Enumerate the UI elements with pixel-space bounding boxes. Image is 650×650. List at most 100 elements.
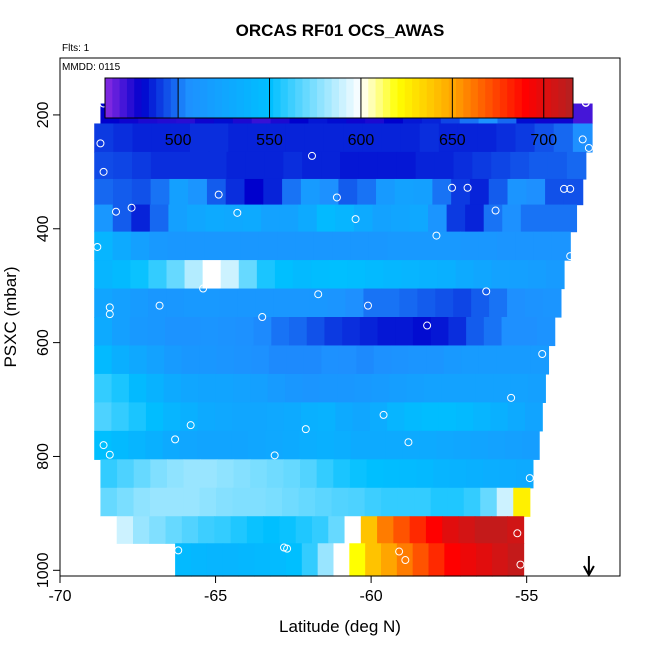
- colorbar-swatch: [426, 78, 435, 118]
- sample-point: [584, 143, 593, 152]
- heatmap-cell: [371, 373, 390, 403]
- heatmap-cell: [265, 430, 284, 460]
- heatmap-cell: [188, 178, 208, 206]
- heatmap-cell: [111, 317, 131, 347]
- heatmap-cell: [149, 516, 167, 544]
- heatmap-cell: [94, 260, 113, 290]
- heatmap-cell: [433, 459, 451, 489]
- heatmap-cell: [298, 204, 318, 233]
- colorbar-swatch: [456, 78, 464, 118]
- heatmap-cell: [404, 402, 423, 432]
- heatmap-cell: [198, 373, 217, 403]
- heatmap-cell: [254, 543, 271, 577]
- heatmap-cell: [205, 204, 225, 233]
- heatmap-cell: [510, 151, 530, 180]
- heatmap-cell: [507, 178, 527, 206]
- heatmap-cell: [128, 402, 147, 432]
- sample-point: [507, 393, 516, 402]
- colorbar-swatch: [170, 78, 179, 118]
- heatmap-cell: [170, 123, 191, 153]
- colorbar-frame: [104, 77, 574, 119]
- heatmap-cell: [345, 288, 365, 318]
- sample-point: [578, 135, 587, 144]
- heatmap-cell: [299, 430, 318, 460]
- heatmap-cell: [216, 459, 235, 489]
- heatmap-cell: [319, 373, 338, 403]
- heatmap-cell: [311, 260, 330, 290]
- sample-point: [199, 284, 208, 293]
- colorbar-swatch: [360, 78, 369, 118]
- sample-point: [214, 190, 223, 199]
- heatmap-cell: [357, 178, 377, 206]
- heatmap-cell: [399, 459, 418, 489]
- colorbar-swatch: [441, 78, 450, 118]
- sample-point: [186, 421, 195, 430]
- heatmap-cell: [163, 402, 181, 432]
- heatmap-cell: [263, 178, 283, 206]
- heatmap-cell: [249, 402, 268, 432]
- colorbar-swatch: [536, 78, 545, 118]
- heatmap-cell: [169, 151, 190, 180]
- heatmap-cell: [478, 231, 498, 261]
- heatmap-cell: [491, 151, 511, 180]
- heatmap-cell: [533, 231, 553, 261]
- heatmap-cell: [313, 231, 333, 261]
- heatmap-cell: [271, 317, 290, 347]
- heatmap-cell: [449, 459, 467, 489]
- heatmap-cell: [417, 288, 436, 318]
- heatmap-cell: [473, 260, 493, 290]
- heatmap-cell: [453, 430, 472, 460]
- heatmap-cell: [444, 543, 461, 577]
- colorbar-swatch: [105, 78, 113, 118]
- heatmap-cell: [202, 260, 222, 290]
- heatmap-cell: [148, 260, 168, 290]
- heatmap-cell: [397, 487, 415, 517]
- heatmap-cell: [132, 151, 152, 180]
- heatmap-cell: [250, 459, 268, 489]
- colorbar-swatch: [404, 78, 413, 118]
- heatmap-cell: [113, 123, 134, 153]
- heatmap-cell: [306, 317, 326, 347]
- heatmap-cell: [282, 487, 300, 517]
- heatmap-cell: [496, 487, 514, 517]
- sample-point: [174, 546, 183, 555]
- heatmap-cell: [414, 487, 432, 517]
- heatmap-cell: [372, 204, 392, 233]
- heatmap-cell: [466, 459, 484, 489]
- heatmap-cell: [128, 373, 147, 403]
- sample-point: [127, 203, 136, 212]
- sample-point: [525, 474, 534, 483]
- heatmap-cell: [302, 151, 322, 180]
- heatmap-cell: [300, 402, 319, 432]
- heatmap-cell: [488, 178, 509, 206]
- heatmap-cell: [430, 487, 448, 517]
- heatmap-cell: [304, 123, 325, 153]
- heatmap-cell: [387, 231, 407, 261]
- colorbar-swatch: [368, 78, 377, 118]
- heatmap-cell: [132, 123, 153, 153]
- heatmap-cell: [490, 402, 509, 432]
- heatmap-cell: [295, 516, 313, 544]
- heatmap-cell: [421, 402, 440, 432]
- heatmap-cell: [419, 260, 439, 290]
- heatmap-cell: [289, 317, 308, 347]
- heatmap-cell: [113, 178, 133, 206]
- heatmap-cell: [321, 151, 341, 180]
- heatmap-cell: [338, 178, 358, 206]
- heatmap-cell: [513, 345, 532, 375]
- heatmap-cell: [457, 123, 478, 153]
- heatmap-cell: [197, 402, 216, 432]
- sample-point: [93, 242, 102, 251]
- heatmap-cell: [396, 151, 417, 180]
- heatmap-cell: [256, 260, 276, 290]
- heatmap-cell: [391, 345, 410, 375]
- heatmap-cell: [298, 487, 316, 517]
- heatmap-cell: [270, 543, 287, 577]
- heatmap-cell: [381, 487, 399, 517]
- y-tick-label: 1000: [35, 552, 52, 588]
- heatmap-cell: [536, 317, 556, 347]
- heatmap-cell: [419, 123, 440, 153]
- colorbar-swatch: [192, 78, 201, 118]
- heatmap-cell: [162, 430, 181, 460]
